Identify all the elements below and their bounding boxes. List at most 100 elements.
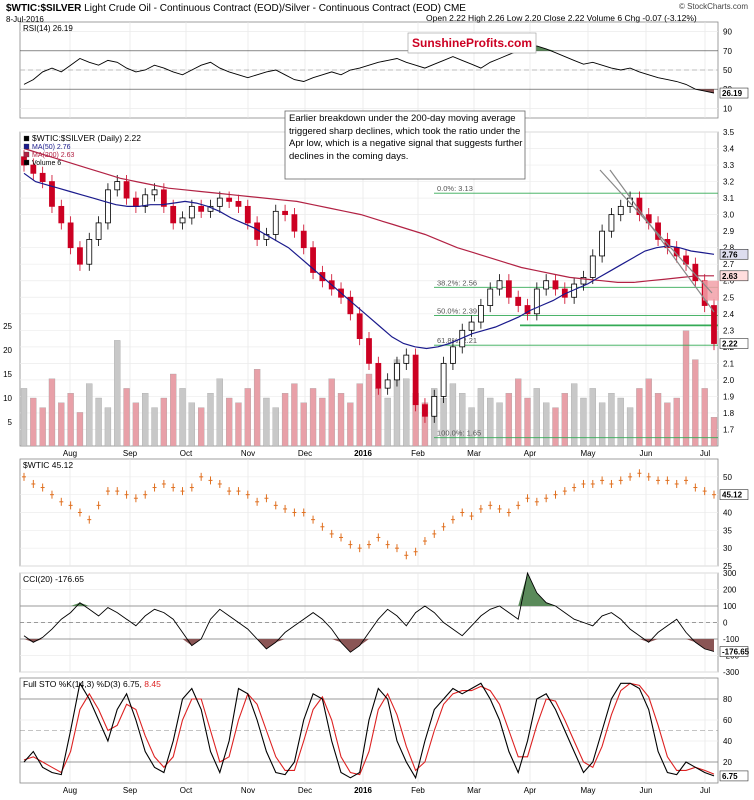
price-candle-body [431,396,438,417]
volume-bar [30,397,37,447]
volume-bar [337,393,345,447]
price-candle-body [356,313,363,339]
rsi-last-label-box [719,87,749,99]
volume-tick-label: 10 [3,394,12,403]
volume-bar [319,397,326,447]
price-y-tick-label: 3.5 [723,128,735,137]
ma200-breakdown-zone [703,280,719,301]
sto-last-label-box [719,770,749,782]
price-y-tick-label: 2.7 [723,260,735,269]
sto-legend: Full STO %K(14,3) %D(3) 6.75, 8.45 [23,679,161,689]
x-axis-month-label: Mar [467,449,481,458]
price-candle-body [468,321,475,331]
price-y-tick-label: 2.6 [723,277,735,286]
volume-bar [496,402,503,447]
volume-bar [654,393,662,447]
price-candle-body [30,164,37,174]
x-axis-month-label-bottom: Jul [700,786,710,795]
x-axis-month-label: 2016 [354,449,372,458]
price-candle-body [394,362,400,381]
volume-bar [384,397,391,447]
price-legend-entry: Volume 6 [32,160,61,167]
price-candle-body [216,197,223,207]
fib-level-label: 50.0%: 2.39 [437,306,477,315]
price-candle-body [487,288,494,306]
cci-y-tick-label: 200 [723,586,737,595]
volume-bar [533,388,540,447]
price-y-tick-label: 2.3 [723,326,735,335]
volume-bar [365,373,373,447]
x-axis-month-label: Sep [123,449,138,458]
price-candle-body [477,305,484,323]
price-candle-body [58,205,65,224]
volume-bar [253,369,261,447]
cci-last-label-box [719,646,749,657]
price-candle-body [300,230,307,249]
price-y-tick-label: 2.0 [723,376,735,385]
volume-bar [244,388,251,447]
price-last-label: 2.22 [722,340,738,349]
chart-exchange: CME [443,3,466,14]
volume-bar [645,378,652,447]
volume-bar [515,378,522,447]
price-candle-body [226,197,233,202]
price-y-tick-label: 2.1 [723,359,735,368]
cci-line [23,571,715,653]
volume-bar [328,378,335,447]
x-axis-month-label-bottom: Apr [524,786,537,795]
chart-date: 8-Jul-2016 [6,15,44,24]
volume-tick-label: 15 [3,370,12,379]
cci-y-tick-label: -300 [723,668,740,677]
wtic-legend: $WTIC 45.12 [23,460,73,470]
volume-bar [561,393,568,447]
chart-symbol: $WTIC:$SILVER [6,3,82,14]
volume-bar [552,407,559,447]
x-axis-month-label-bottom: Feb [411,786,425,795]
chart-description: Light Crude Oil - Continuous Contract (E… [84,3,441,14]
volume-bar [86,383,93,447]
volume-bar [170,373,177,447]
sto-d-line [23,682,715,776]
chart-ohlc: Open 2.22 High 2.26 Low 2.20 Close 2.22 … [426,13,697,23]
price-candle-body [496,280,503,290]
x-axis-month-label: Nov [241,449,255,458]
volume-bar [673,397,680,447]
volume-bar [449,383,457,447]
volume-bar [710,417,718,447]
volume-bar [225,397,233,447]
x-axis-month-label-bottom: Jun [640,786,653,795]
price-candle-body [505,280,512,298]
chart-header: $WTIC:$SILVER Light Crude Oil - Continuo… [6,3,466,14]
volume-bar [263,397,270,447]
price-candle-body [132,197,139,207]
price-y-tick-label: 1.9 [723,392,735,401]
price-candle-body [244,205,251,224]
fib-level-label: 100.0%: 1.65 [437,429,481,438]
volume-bar [356,383,363,447]
price-candle-body [422,404,428,417]
price-candle-body [450,346,456,364]
volume-bar [543,402,550,447]
annotation-text: Earlier breakdown under the 200-day movi… [289,113,523,162]
ma200-last-label-box [719,270,749,282]
price-candle-body [142,194,149,207]
price-candle-body [412,354,419,406]
volume-bar [403,378,410,447]
price-candle-body [77,247,83,265]
annotation-box [284,110,526,180]
volume-bar [692,359,699,447]
rsi-y-tick-label: 90 [723,28,732,37]
price-y-tick-label: 3.1 [723,194,735,203]
x-axis-month-label-bottom: Nov [241,786,255,795]
price-candle-body [589,255,596,278]
volume-bar [347,402,354,447]
price-candle-body [711,305,717,344]
price-candle-body [272,210,279,235]
price-candle-body [39,172,46,182]
volume-bar [589,388,596,447]
price-candle-body [235,201,242,207]
price-legend-swatch [23,151,30,158]
volume-tick-label: 5 [8,418,13,427]
price-candle-body [160,189,167,207]
